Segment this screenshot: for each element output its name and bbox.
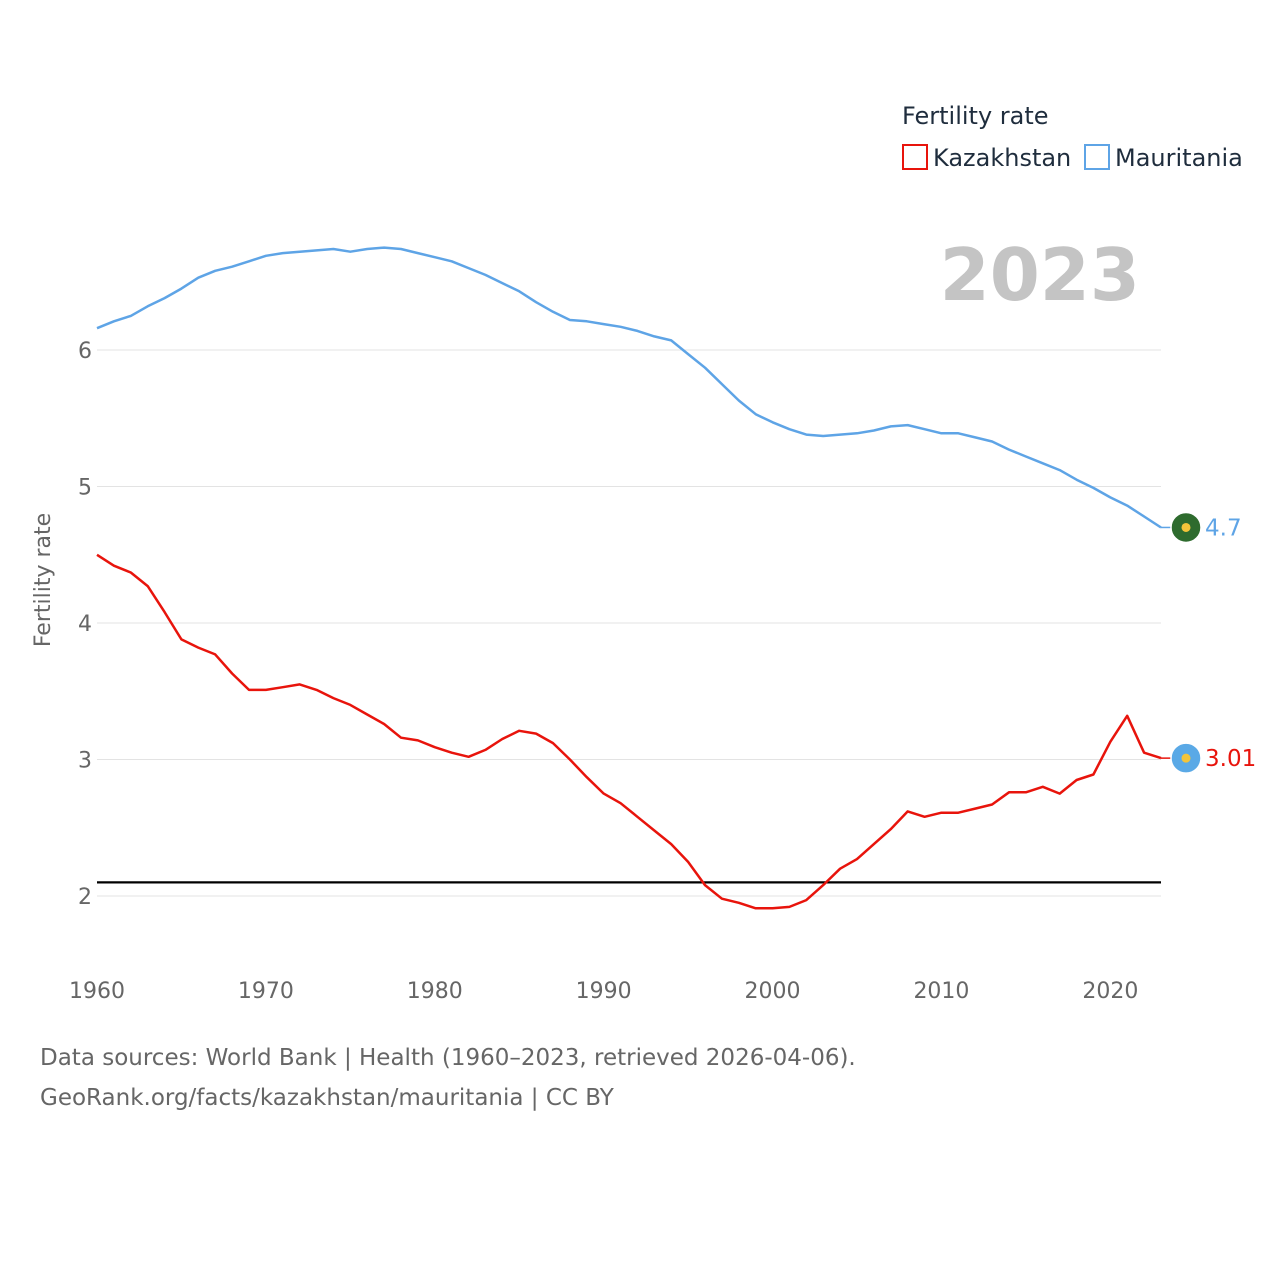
legend-label-mauritania[interactable]: Mauritania (1115, 144, 1243, 172)
y-tick-6: 6 (78, 339, 92, 364)
legend-swatch-mauritania[interactable] (1084, 144, 1110, 170)
footer-credit[interactable]: GeoRank.org/facts/kazakhstan/mauritania … (40, 1085, 614, 1111)
series-line-mauritania[interactable] (96, 246, 1162, 529)
x-tick-1980: 1980 (407, 979, 463, 1004)
end-markers: 3.01 4.7 (1161, 511, 1256, 774)
end-value-kazakhstan: 3.01 (1205, 746, 1256, 772)
series-lines (96, 246, 1162, 910)
gridlines (97, 349, 1161, 897)
footer-source: Data sources: World Bank | Health (1960–… (40, 1045, 856, 1071)
y-tick-3: 3 (78, 749, 92, 774)
mauritania-flag-icon (1170, 511, 1202, 544)
legend-title: Fertility rate (902, 102, 1049, 130)
x-tick-2010: 2010 (913, 979, 969, 1004)
y-tick-5: 5 (78, 476, 92, 501)
x-tick-1990: 1990 (576, 979, 632, 1004)
legend: Fertility rate Kazakhstan Mauritania (902, 102, 1243, 172)
mauritania-flag-icon-emblem (1181, 522, 1191, 532)
legend-label-kazakhstan[interactable]: Kazakhstan (933, 144, 1071, 172)
x-tick-2000: 2000 (745, 979, 801, 1004)
y-tick-4: 4 (78, 612, 92, 637)
x-axis-ticks: 1960 1970 1980 1990 2000 2010 2020 (69, 979, 1138, 1004)
x-tick-2020: 2020 (1082, 979, 1138, 1004)
x-tick-1970: 1970 (238, 979, 294, 1004)
y-axis-ticks: 2 3 4 5 6 (78, 339, 92, 910)
legend-swatch-kazakhstan[interactable] (902, 144, 928, 170)
y-axis-label: Fertility rate (31, 513, 56, 647)
y-tick-2: 2 (78, 885, 92, 910)
x-tick-1960: 1960 (69, 979, 125, 1004)
year-label: 2023 (940, 233, 1140, 317)
kazakhstan-flag-icon-emblem (1181, 753, 1191, 763)
kazakhstan-flag-icon (1170, 742, 1202, 774)
end-value-mauritania: 4.7 (1205, 515, 1242, 541)
series-line-kazakhstan[interactable] (96, 553, 1162, 910)
